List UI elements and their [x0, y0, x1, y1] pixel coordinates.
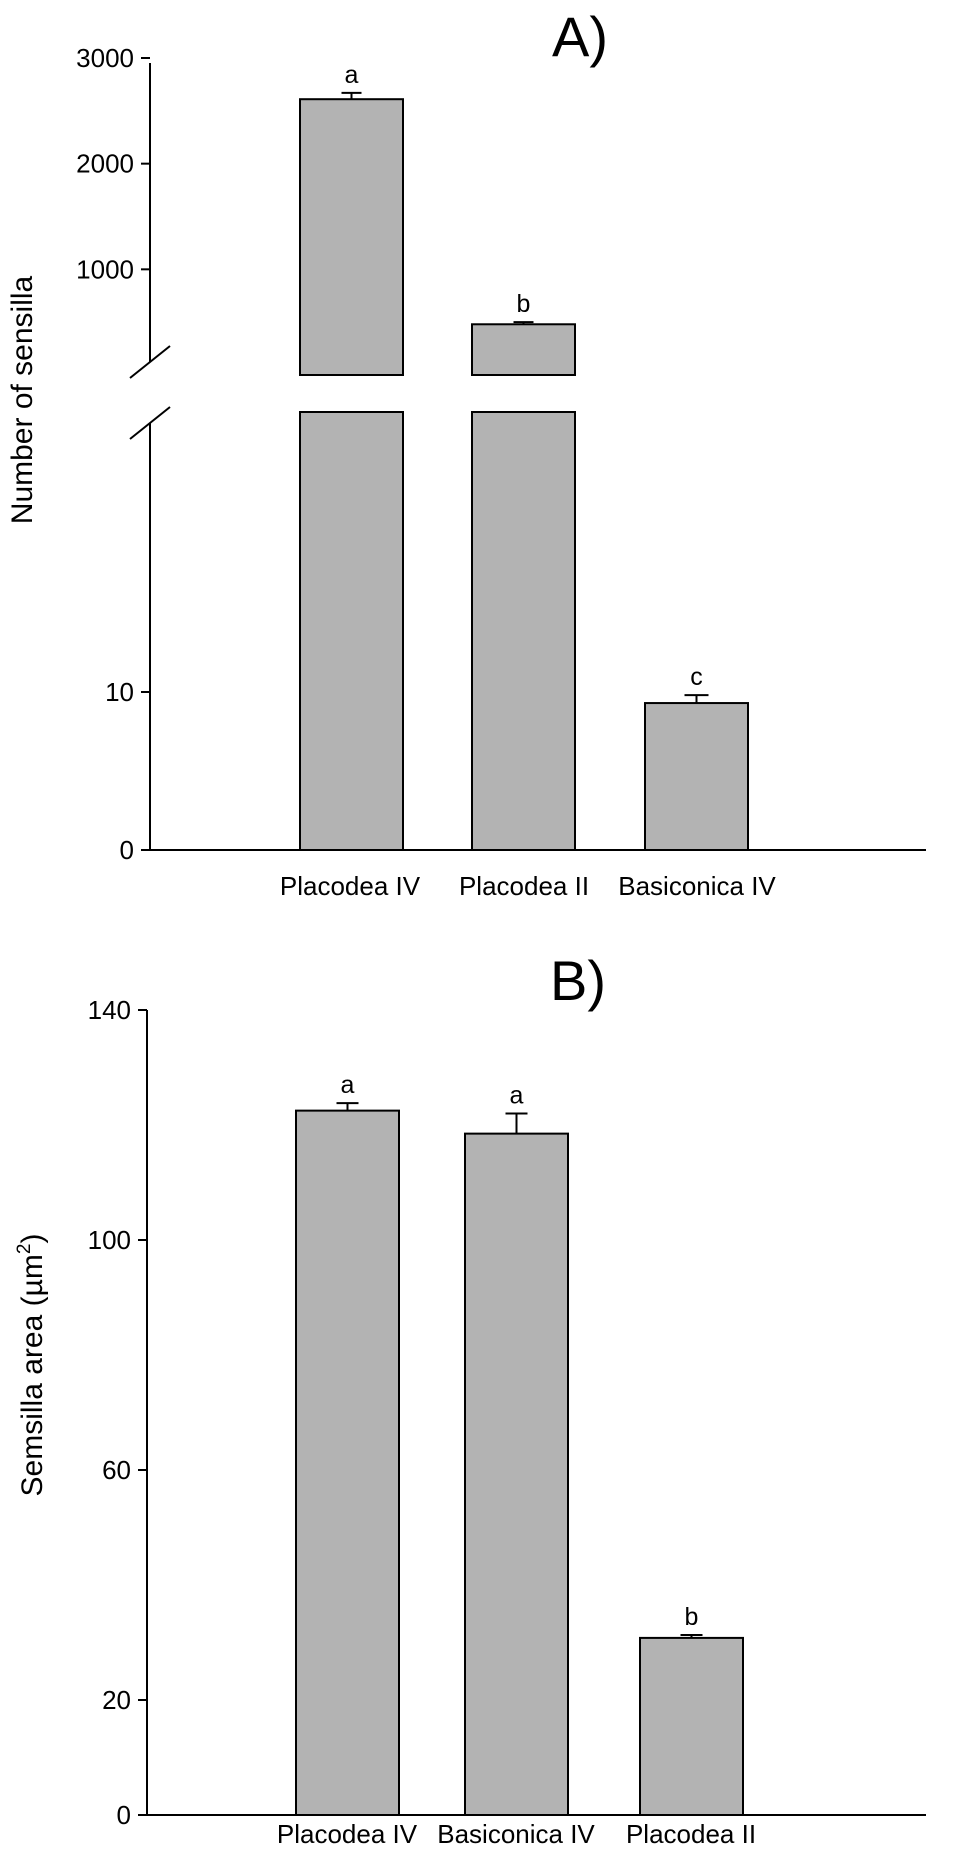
axis-break-mark-a-lower	[129, 406, 171, 440]
y-axis-title-a: Number of sensilla	[6, 275, 39, 524]
bar-a-lower-0	[299, 411, 404, 851]
y-tick-label-a: 1000	[76, 254, 134, 284]
y-tick-label-b: 140	[88, 995, 131, 1025]
chart-panel-b: B) Semsilla area (µm2) 0 20 60 100 140 a Placo…	[14, 949, 926, 1849]
bar-a-upper-1	[471, 323, 576, 377]
y-tick-label-b: 100	[88, 1225, 131, 1255]
significance-label-b: a	[510, 1082, 524, 1110]
y-axis-title-b: Semsilla area (µm2)	[14, 1234, 49, 1497]
panel-label-b: B)	[550, 949, 606, 1012]
bar-b-1	[464, 1132, 569, 1816]
y-tick-label-a: 0	[120, 835, 134, 865]
x-category-label-b: Placodea IV	[277, 1819, 418, 1849]
axis-break-mark-a-upper	[129, 345, 171, 379]
y-axis-title-b-superscript: 2	[14, 1244, 35, 1255]
y-tick-label-a: 2000	[76, 149, 134, 179]
y-tick-label-b: 60	[102, 1455, 131, 1485]
y-axis-title-b-main: Semsilla area (µm	[16, 1254, 49, 1496]
significance-label-a: a	[345, 61, 359, 89]
significance-label-a: b	[517, 290, 531, 318]
significance-label-b: a	[341, 1071, 355, 1099]
panel-label-a: A)	[552, 5, 608, 68]
bar-a-2	[644, 702, 749, 851]
x-category-label-a: Placodea II	[459, 871, 589, 901]
bar-a-upper-0	[299, 98, 404, 377]
significance-label-a: c	[690, 663, 703, 691]
y-tick-label-b: 20	[102, 1685, 131, 1715]
bar-b-2	[639, 1636, 744, 1817]
significance-label-b: b	[685, 1603, 699, 1631]
y-tick-label-a: 3000	[76, 43, 134, 73]
x-category-label-a: Basiconica IV	[618, 871, 776, 901]
x-category-label-a: Placodea IV	[280, 871, 421, 901]
y-axis-title-b-suffix: )	[16, 1234, 49, 1244]
bar-a-lower-1	[471, 411, 576, 851]
x-category-label-b: Placodea II	[626, 1819, 756, 1849]
chart-panel-a: A) Number of sensilla 0 10 1000 2000 3000 a Pl…	[6, 5, 926, 901]
y-tick-label-b: 0	[117, 1800, 131, 1830]
bar-b-0	[295, 1109, 400, 1816]
x-category-label-b: Basiconica IV	[437, 1819, 595, 1849]
y-tick-label-a: 10	[105, 677, 134, 707]
